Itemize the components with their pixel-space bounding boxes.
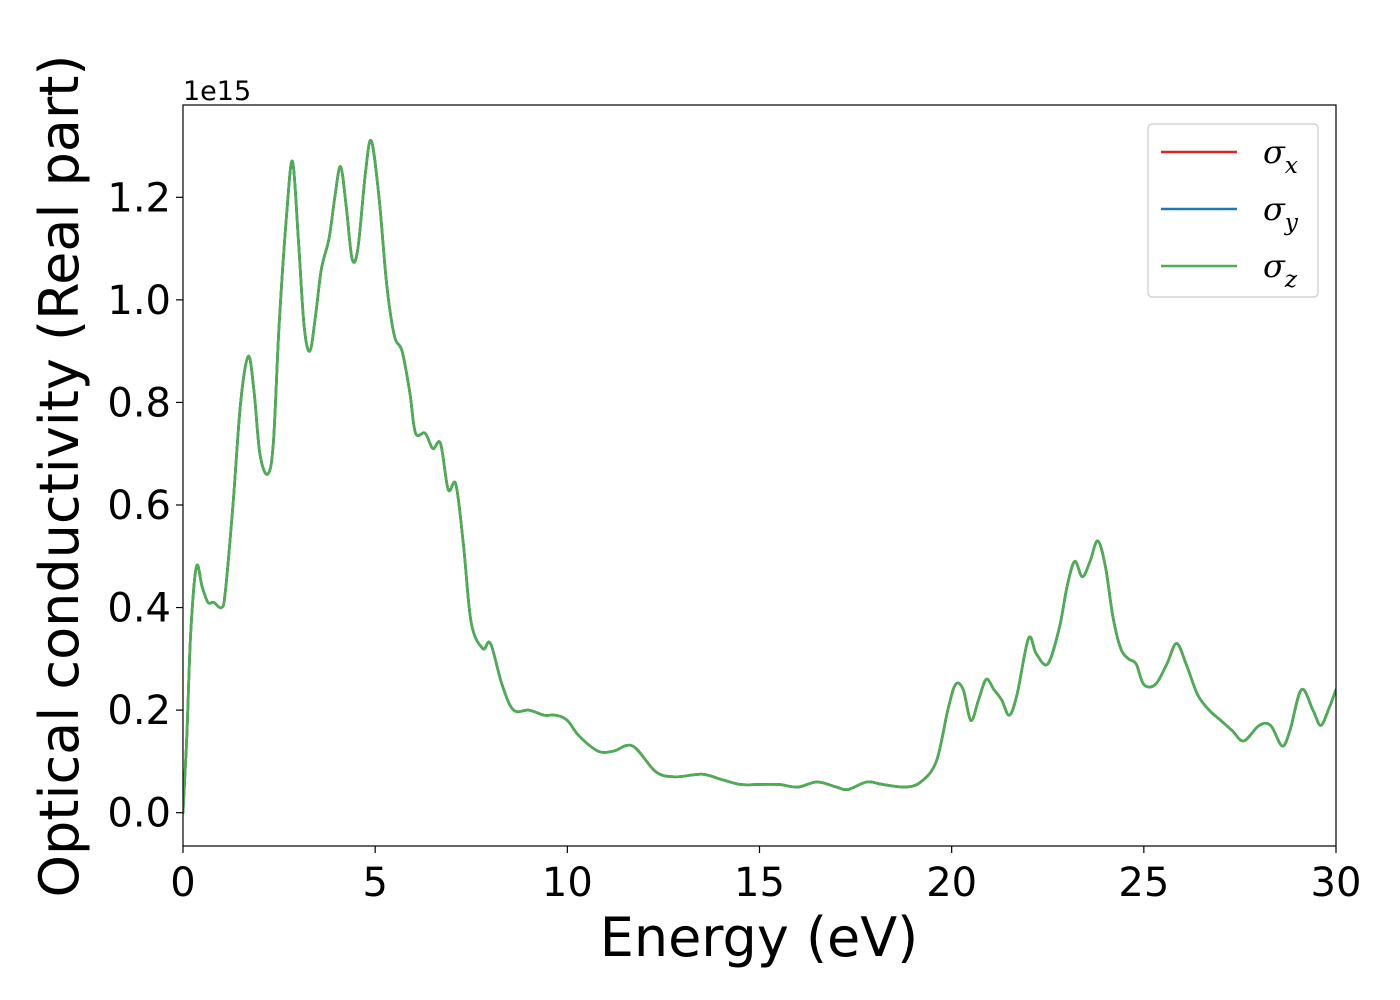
y-tick-label: 0.6	[107, 483, 171, 529]
series-line-z	[183, 138, 1336, 814]
y-tick-label: 0.4	[107, 586, 171, 632]
y-tick-label: 0.2	[107, 688, 171, 734]
x-tick-label: 25	[1118, 860, 1169, 906]
x-tick-label: 15	[734, 860, 785, 906]
x-tick-label: 30	[1311, 860, 1362, 906]
y-offset-label: 1e15	[183, 76, 251, 107]
legend-entries: σx σy σz	[1161, 133, 1299, 293]
y-tick-label: 0.8	[107, 380, 171, 426]
x-tick-label: 10	[542, 860, 593, 906]
x-axis: 0 5 10 15 20 25 30	[170, 846, 1361, 906]
y-tick-label: 0.0	[107, 791, 171, 837]
y-tick-label: 1.0	[107, 278, 171, 324]
y-axis: 0.0 0.2 0.4 0.6 0.8 1.0 1.2	[107, 175, 183, 837]
y-tick-label: 1.2	[107, 175, 171, 221]
x-tick-label: 5	[362, 860, 387, 906]
legend-label-x: σx	[1263, 133, 1298, 179]
y-axis-title: Optical conductivity (Real part)	[28, 55, 91, 898]
legend-box	[1147, 123, 1319, 298]
series-layer	[183, 138, 1336, 814]
legend: σx σy σz	[1147, 123, 1319, 298]
x-tick-label: 20	[926, 860, 977, 906]
legend-label-z: σz	[1263, 247, 1298, 293]
legend-label-y: σy	[1263, 190, 1299, 236]
plot-area	[182, 104, 1337, 847]
x-tick-label: 0	[170, 860, 195, 906]
x-axis-title: Energy (eV)	[600, 906, 919, 969]
